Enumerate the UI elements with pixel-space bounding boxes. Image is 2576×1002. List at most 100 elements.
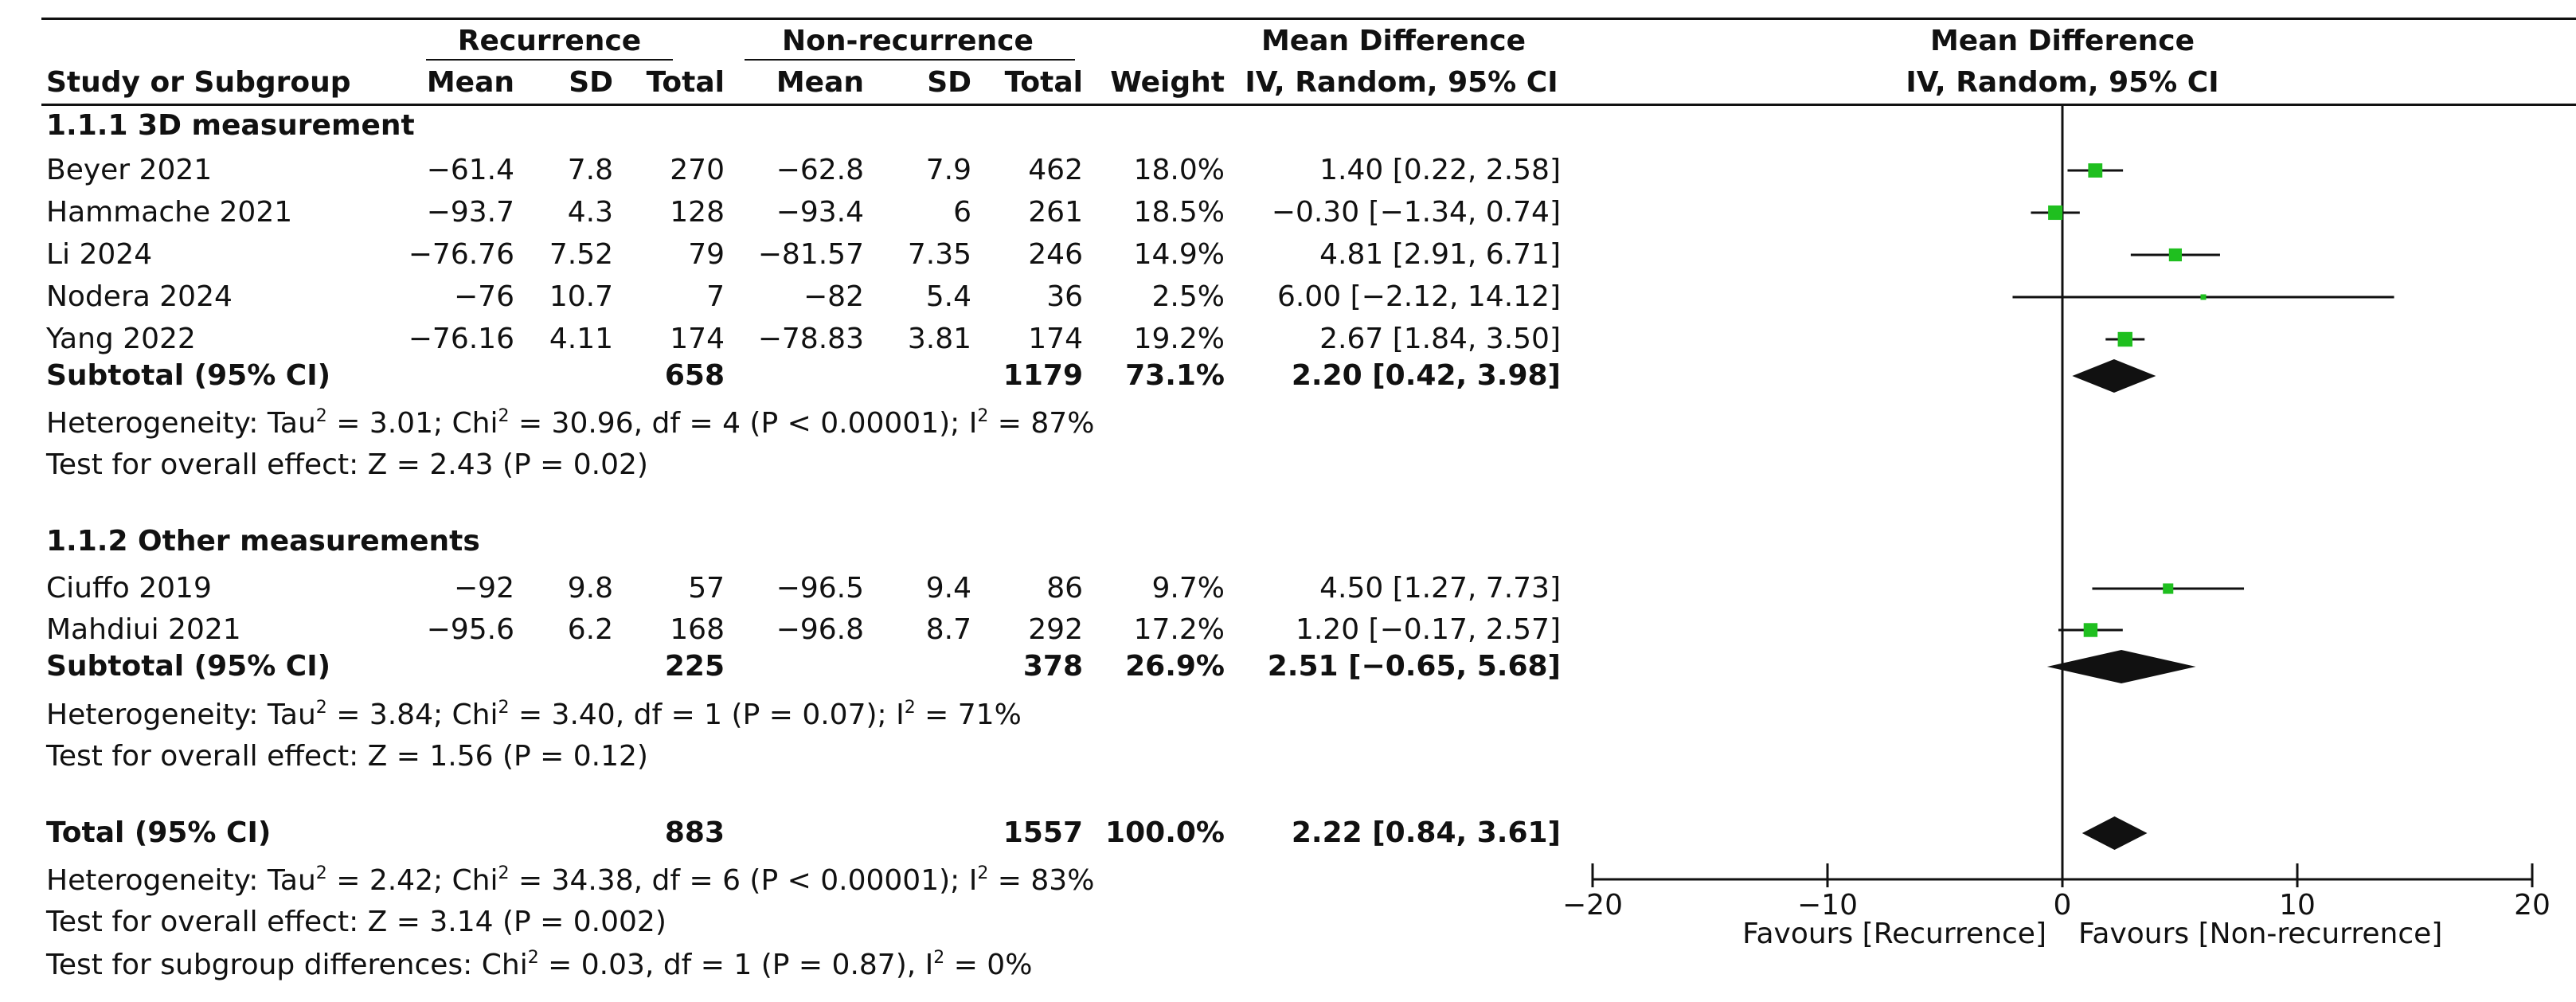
study-point	[2168, 248, 2183, 262]
plot-subheader: IV, Random, 95% CI	[1906, 66, 2219, 99]
study-mean1: −76.16	[408, 323, 514, 355]
study-sd1: 7.52	[549, 238, 613, 271]
study-sd1: 6.2	[567, 613, 613, 646]
subgroup-differences-text: Test for subgroup differences: Chi2 = 0.…	[46, 948, 1033, 981]
study-sd2: 7.35	[907, 238, 971, 271]
study-n2: 292	[1028, 613, 1083, 646]
study-n2: 261	[1028, 196, 1083, 229]
subtotal-n1: 225	[664, 650, 725, 683]
study-mean1: −92	[454, 572, 514, 605]
study-sd2: 9.4	[925, 572, 971, 605]
subgroup2-title: 1.1.2 Other measurements	[46, 525, 480, 558]
study-sd2: 3.81	[907, 323, 971, 355]
study-sd1: 7.8	[567, 154, 613, 186]
study-n2: 174	[1028, 323, 1083, 355]
study-point	[2088, 163, 2103, 178]
overall-effect-text: Test for overall effect: Z = 2.43 (P = 0…	[46, 448, 648, 481]
study-sd1: 4.3	[567, 196, 613, 229]
study-mean2: −81.57	[757, 238, 864, 271]
x-axis-tick-label: 10	[2279, 889, 2316, 922]
heterogeneity-text: Heterogeneity: Tau2 = 3.84; Chi2 = 3.40,…	[46, 698, 1022, 731]
favours-left-label: Favours [Recurrence]	[1742, 918, 2046, 950]
study-sd1: 10.7	[549, 280, 613, 313]
study-name: Hammache 2021	[46, 196, 293, 229]
subtotal-weight: 26.9%	[1125, 650, 1225, 683]
total-heterogeneity-text: Heterogeneity: Tau2 = 2.42; Chi2 = 34.38…	[46, 863, 1095, 897]
x-axis-tick-label: −20	[1562, 889, 1623, 922]
study-sd1: 4.11	[549, 323, 613, 355]
total-overall-effect-text: Test for overall effect: Z = 3.14 (P = 0…	[46, 906, 666, 938]
study-ci: 6.00 [−2.12, 14.12]	[1277, 280, 1561, 313]
study-point	[2083, 623, 2098, 637]
pooled-diamond	[2046, 650, 2196, 683]
col-mean1-header: Mean	[426, 66, 514, 99]
x-axis-tick-label: 20	[2514, 889, 2551, 922]
total-n1: 883	[664, 816, 725, 849]
col-total1-header: Total	[646, 66, 725, 99]
overall-effect-text: Test for overall effect: Z = 1.56 (P = 0…	[46, 740, 648, 773]
study-name: Mahdiui 2021	[46, 613, 241, 646]
subgroup1-title: 1.1.1 3D measurement	[46, 109, 415, 142]
study-weight: 2.5%	[1151, 280, 1225, 313]
heterogeneity-text: Heterogeneity: Tau2 = 3.01; Chi2 = 30.96…	[46, 406, 1095, 440]
subtotal-label: Subtotal (95% CI)	[46, 359, 331, 392]
pooled-diamond	[2072, 359, 2156, 393]
study-mean2: −62.8	[776, 154, 864, 186]
plot-header: Mean Difference	[1929, 25, 2195, 57]
subtotal-n2: 378	[1022, 650, 1083, 683]
study-weight: 14.9%	[1133, 238, 1225, 271]
study-sd2: 7.9	[925, 154, 971, 186]
study-mean2: −78.83	[757, 323, 864, 355]
study-mean2: −82	[803, 280, 864, 313]
study-n1: 7	[706, 280, 725, 313]
study-ci: −0.30 [−1.34, 0.74]	[1271, 196, 1561, 229]
col-total2-header: Total	[1004, 66, 1083, 99]
study-mean1: −61.4	[426, 154, 514, 186]
study-n1: 79	[688, 238, 725, 271]
study-n1: 57	[688, 572, 725, 605]
study-weight: 9.7%	[1151, 572, 1225, 605]
study-mean2: −93.4	[776, 196, 864, 229]
study-n1: 174	[670, 323, 725, 355]
study-point	[2117, 331, 2132, 347]
study-point	[2048, 205, 2063, 221]
top-border	[41, 18, 2576, 20]
study-mean1: −76.76	[408, 238, 514, 271]
study-weight: 19.2%	[1133, 323, 1225, 355]
study-n2: 36	[1046, 280, 1083, 313]
total-n2: 1557	[1003, 816, 1083, 849]
study-ci: 4.81 [2.91, 6.71]	[1319, 238, 1561, 271]
subtotal-n1: 658	[664, 359, 725, 392]
study-n2: 462	[1028, 154, 1083, 186]
study-n2: 86	[1046, 572, 1083, 605]
col-study-header: Study or Subgroup	[46, 66, 351, 99]
study-name: Li 2024	[46, 238, 153, 271]
study-point	[2163, 583, 2174, 594]
study-name: Yang 2022	[46, 323, 196, 355]
study-point	[2200, 294, 2207, 300]
favours-right-label: Favours [Non-recurrence]	[2078, 918, 2442, 950]
study-sd2: 6	[953, 196, 971, 229]
subtotal-ci: 2.51 [−0.65, 5.68]	[1267, 650, 1561, 683]
study-sd2: 5.4	[925, 280, 971, 313]
group1-underline	[426, 59, 673, 61]
subtotal-label: Subtotal (95% CI)	[46, 650, 331, 683]
study-mean1: −76	[454, 280, 514, 313]
col-ci-header: IV, Random, 95% CI	[1245, 66, 1558, 99]
effect-header: Mean Difference	[1261, 25, 1526, 57]
study-ci: 2.67 [1.84, 3.50]	[1319, 323, 1561, 355]
subtotal-weight: 73.1%	[1125, 359, 1225, 392]
study-ci: 4.50 [1.27, 7.73]	[1319, 572, 1561, 605]
study-ci: 1.20 [−0.17, 2.57]	[1295, 613, 1561, 646]
study-ci: 1.40 [0.22, 2.58]	[1319, 154, 1561, 186]
x-axis-tick-label: 0	[2054, 889, 2072, 922]
header-rule	[41, 104, 2576, 106]
study-mean2: −96.8	[776, 613, 864, 646]
study-n1: 270	[670, 154, 725, 186]
total-label: Total (95% CI)	[46, 816, 272, 849]
total-ci: 2.22 [0.84, 3.61]	[1291, 816, 1561, 849]
study-n1: 168	[670, 613, 725, 646]
study-n1: 128	[670, 196, 725, 229]
